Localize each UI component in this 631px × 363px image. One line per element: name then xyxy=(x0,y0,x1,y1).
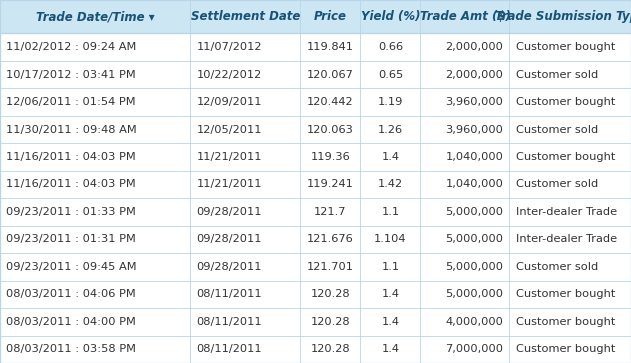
Text: 11/21/2011: 11/21/2011 xyxy=(197,179,262,189)
Text: Customer sold: Customer sold xyxy=(516,70,598,79)
Text: Customer bought: Customer bought xyxy=(516,42,615,52)
Text: 3,960,000: 3,960,000 xyxy=(445,125,503,135)
Text: 120.28: 120.28 xyxy=(310,344,350,354)
Bar xyxy=(0,335,631,363)
Text: 1.42: 1.42 xyxy=(378,179,403,189)
Text: 120.442: 120.442 xyxy=(307,97,353,107)
Text: Customer sold: Customer sold xyxy=(516,125,598,135)
Text: 12/09/2011: 12/09/2011 xyxy=(197,97,262,107)
Bar xyxy=(0,143,631,171)
Text: 1.1: 1.1 xyxy=(381,207,399,217)
Text: 11/16/2011 : 04:03 PM: 11/16/2011 : 04:03 PM xyxy=(6,179,136,189)
Bar xyxy=(0,116,631,143)
Text: Settlement Date: Settlement Date xyxy=(191,10,300,23)
Text: 09/23/2011 : 09:45 AM: 09/23/2011 : 09:45 AM xyxy=(6,262,137,272)
Text: Customer bought: Customer bought xyxy=(516,152,615,162)
Text: 0.66: 0.66 xyxy=(378,42,403,52)
Text: 5,000,000: 5,000,000 xyxy=(445,207,503,217)
Text: 09/28/2011: 09/28/2011 xyxy=(197,262,262,272)
Text: 7,000,000: 7,000,000 xyxy=(445,344,503,354)
Text: 09/23/2011 : 01:33 PM: 09/23/2011 : 01:33 PM xyxy=(6,207,136,217)
Text: 12/05/2011: 12/05/2011 xyxy=(197,125,262,135)
Text: 4,000,000: 4,000,000 xyxy=(445,317,503,327)
Bar xyxy=(0,33,631,61)
Text: Trade Date/Time ▾: Trade Date/Time ▾ xyxy=(36,10,155,23)
Text: 11/21/2011: 11/21/2011 xyxy=(197,152,262,162)
Bar xyxy=(0,308,631,335)
Text: 11/02/2012 : 09:24 AM: 11/02/2012 : 09:24 AM xyxy=(6,42,137,52)
Text: 1.4: 1.4 xyxy=(381,289,399,299)
Text: 119.36: 119.36 xyxy=(310,152,350,162)
Text: 09/23/2011 : 01:31 PM: 09/23/2011 : 01:31 PM xyxy=(6,234,136,244)
Text: 12/06/2011 : 01:54 PM: 12/06/2011 : 01:54 PM xyxy=(6,97,136,107)
Text: 5,000,000: 5,000,000 xyxy=(445,234,503,244)
Text: 1.19: 1.19 xyxy=(378,97,403,107)
Text: Customer sold: Customer sold xyxy=(516,262,598,272)
Text: 11/16/2011 : 04:03 PM: 11/16/2011 : 04:03 PM xyxy=(6,152,136,162)
Text: Customer bought: Customer bought xyxy=(516,97,615,107)
Text: Yield (%): Yield (%) xyxy=(361,10,420,23)
Text: Customer bought: Customer bought xyxy=(516,344,615,354)
Text: 1,040,000: 1,040,000 xyxy=(445,152,503,162)
Text: 120.28: 120.28 xyxy=(310,317,350,327)
Text: 120.28: 120.28 xyxy=(310,289,350,299)
Text: 3,960,000: 3,960,000 xyxy=(445,97,503,107)
Text: 121.7: 121.7 xyxy=(314,207,346,217)
Text: 0.65: 0.65 xyxy=(378,70,403,79)
Text: 1.26: 1.26 xyxy=(378,125,403,135)
Bar xyxy=(0,171,631,198)
Bar xyxy=(0,226,631,253)
Text: 2,000,000: 2,000,000 xyxy=(445,42,503,52)
Text: Price: Price xyxy=(314,10,347,23)
Bar xyxy=(0,0,631,33)
Text: 2,000,000: 2,000,000 xyxy=(445,70,503,79)
Text: 1,040,000: 1,040,000 xyxy=(445,179,503,189)
Text: 09/28/2011: 09/28/2011 xyxy=(197,234,262,244)
Bar xyxy=(0,88,631,116)
Bar xyxy=(0,198,631,226)
Text: 11/07/2012: 11/07/2012 xyxy=(197,42,262,52)
Text: 5,000,000: 5,000,000 xyxy=(445,289,503,299)
Text: 08/11/2011: 08/11/2011 xyxy=(197,317,262,327)
Text: Inter-dealer Trade: Inter-dealer Trade xyxy=(516,234,617,244)
Text: 11/30/2011 : 09:48 AM: 11/30/2011 : 09:48 AM xyxy=(6,125,137,135)
Text: 121.701: 121.701 xyxy=(307,262,354,272)
Text: 08/03/2011 : 04:00 PM: 08/03/2011 : 04:00 PM xyxy=(6,317,136,327)
Text: 1.1: 1.1 xyxy=(381,262,399,272)
Text: 5,000,000: 5,000,000 xyxy=(445,262,503,272)
Text: 1.4: 1.4 xyxy=(381,152,399,162)
Text: 120.067: 120.067 xyxy=(307,70,354,79)
Text: Customer bought: Customer bought xyxy=(516,317,615,327)
Text: 08/03/2011 : 04:06 PM: 08/03/2011 : 04:06 PM xyxy=(6,289,136,299)
Text: Customer bought: Customer bought xyxy=(516,289,615,299)
Text: 1.104: 1.104 xyxy=(374,234,406,244)
Bar xyxy=(0,281,631,308)
Text: 10/22/2012: 10/22/2012 xyxy=(197,70,262,79)
Text: 1.4: 1.4 xyxy=(381,317,399,327)
Text: 09/28/2011: 09/28/2011 xyxy=(197,207,262,217)
Text: 120.063: 120.063 xyxy=(307,125,354,135)
Bar xyxy=(0,61,631,88)
Text: 121.676: 121.676 xyxy=(307,234,354,244)
Text: 1.4: 1.4 xyxy=(381,344,399,354)
Text: 119.241: 119.241 xyxy=(307,179,354,189)
Text: Inter-dealer Trade: Inter-dealer Trade xyxy=(516,207,617,217)
Text: 119.841: 119.841 xyxy=(307,42,354,52)
Bar xyxy=(0,253,631,281)
Text: Trade Submission Type: Trade Submission Type xyxy=(495,10,631,23)
Text: 08/11/2011: 08/11/2011 xyxy=(197,289,262,299)
Text: Trade Amt ($): Trade Amt ($) xyxy=(420,10,510,23)
Text: 08/03/2011 : 03:58 PM: 08/03/2011 : 03:58 PM xyxy=(6,344,136,354)
Text: Customer sold: Customer sold xyxy=(516,179,598,189)
Text: 10/17/2012 : 03:41 PM: 10/17/2012 : 03:41 PM xyxy=(6,70,136,79)
Text: 08/11/2011: 08/11/2011 xyxy=(197,344,262,354)
